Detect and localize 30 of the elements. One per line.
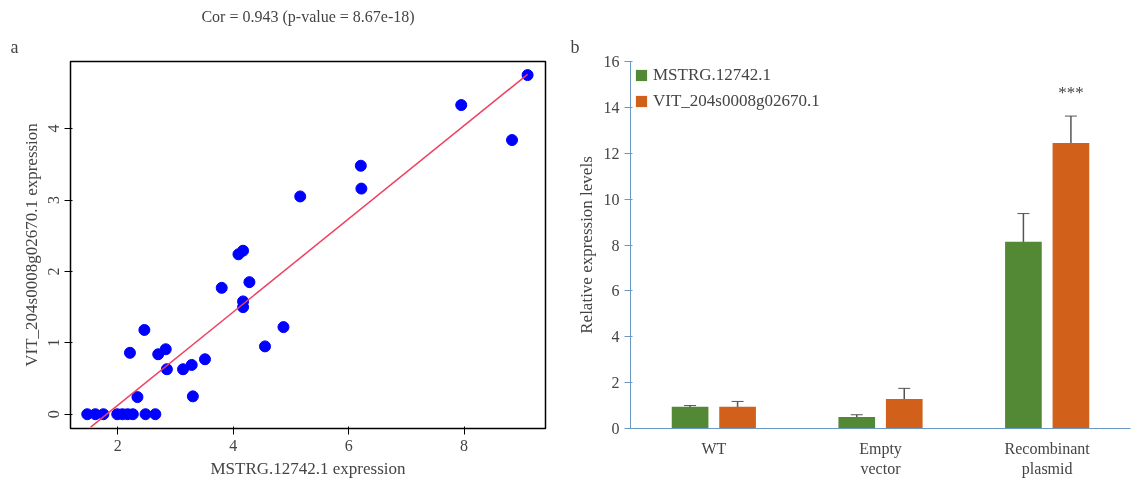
x-tick-label: 6: [344, 436, 353, 454]
y-tick-label: 12: [603, 144, 620, 162]
legend-label: VIT_204s0008g02670.1: [653, 91, 820, 111]
text: a: [10, 36, 19, 57]
y-tick-label: 2: [611, 374, 620, 392]
annotation: ***: [1058, 83, 1084, 103]
x-tick-label: 2: [113, 436, 122, 454]
y-tick-label: 14: [603, 98, 620, 116]
x-tick-label: Recombinant plasmid: [1004, 439, 1091, 478]
legend-label: MSTRG.12742.1: [653, 65, 772, 85]
y-axis-title: VIT_204s0008g02670.1 expression: [21, 122, 41, 367]
y-tick-label: 4: [45, 124, 63, 133]
x-tick-label: WT: [701, 439, 727, 457]
y-tick-label: 4: [611, 328, 620, 346]
y-axis-title: Relative expression levels: [576, 156, 596, 334]
x-tick-label: Empty vector: [859, 439, 902, 477]
chart-title: Cor = 0.943 (p-value = 8.67e-18): [201, 7, 415, 26]
y-tick-label: 10: [603, 190, 620, 208]
y-tick-label: 6: [611, 282, 620, 300]
y-tick-label: 3: [45, 196, 63, 205]
y-tick-label: 0: [611, 420, 620, 437]
x-tick-label: 4: [229, 436, 238, 454]
x-axis-title: MSTRG.12742.1 expression: [210, 458, 407, 478]
y-tick-label: 1: [45, 338, 63, 347]
y-tick-label: 8: [611, 236, 620, 254]
y-tick-label: 16: [603, 53, 620, 70]
y-tick-label: 2: [45, 267, 63, 276]
y-tick-label: 0: [45, 410, 63, 419]
x-tick-label: 8: [460, 436, 469, 454]
text: b: [570, 36, 580, 57]
